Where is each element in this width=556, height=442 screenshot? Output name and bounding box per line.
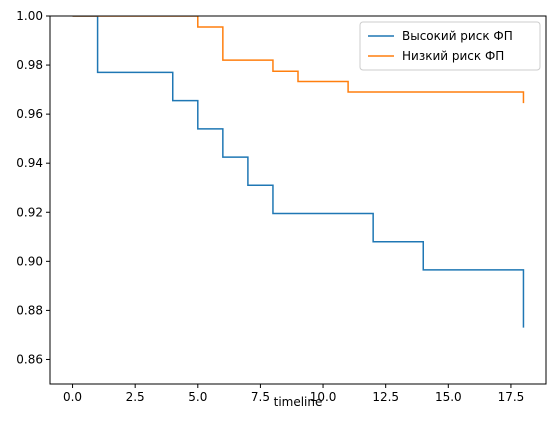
series-line-2 bbox=[72, 16, 525, 104]
x-tick-label: 0.0 bbox=[63, 390, 82, 404]
y-tick-label: 0.88 bbox=[16, 303, 43, 317]
y-tick-label: 0.86 bbox=[16, 352, 43, 366]
x-axis-title: timeline bbox=[274, 395, 323, 409]
legend-label-1: Высокий риск ФП bbox=[402, 29, 513, 43]
legend-box bbox=[359, 21, 541, 71]
y-tick-label: 0.98 bbox=[16, 58, 43, 72]
y-tick-label: 0.92 bbox=[16, 205, 43, 219]
series-layer bbox=[72, 16, 525, 328]
series-line-1 bbox=[72, 16, 525, 328]
y-tick-label: 0.94 bbox=[16, 156, 43, 170]
x-tick-label: 12.5 bbox=[372, 390, 399, 404]
x-axis: 0.0 2.5 5.0 7.5 10.0 12.5 15.0 17.5 bbox=[63, 384, 524, 404]
plot-frame bbox=[49, 15, 547, 385]
y-tick-label: 0.96 bbox=[16, 107, 43, 121]
x-tick-label: 5.0 bbox=[188, 390, 207, 404]
legend: Высокий риск ФП Низкий риск ФП bbox=[359, 21, 541, 71]
y-axis: 0.86 0.88 0.90 0.92 0.94 0.96 0.98 1.00 bbox=[16, 9, 50, 366]
x-tick-label: 15.0 bbox=[435, 390, 462, 404]
y-tick-label: 1.00 bbox=[16, 9, 43, 23]
legend-label-2: Низкий риск ФП bbox=[402, 49, 504, 63]
x-tick-label: 7.5 bbox=[251, 390, 270, 404]
x-tick-label: 2.5 bbox=[126, 390, 145, 404]
x-tick-label: 17.5 bbox=[498, 390, 525, 404]
y-tick-label: 0.90 bbox=[16, 254, 43, 268]
x-tick-label: 10.0 bbox=[310, 390, 337, 404]
